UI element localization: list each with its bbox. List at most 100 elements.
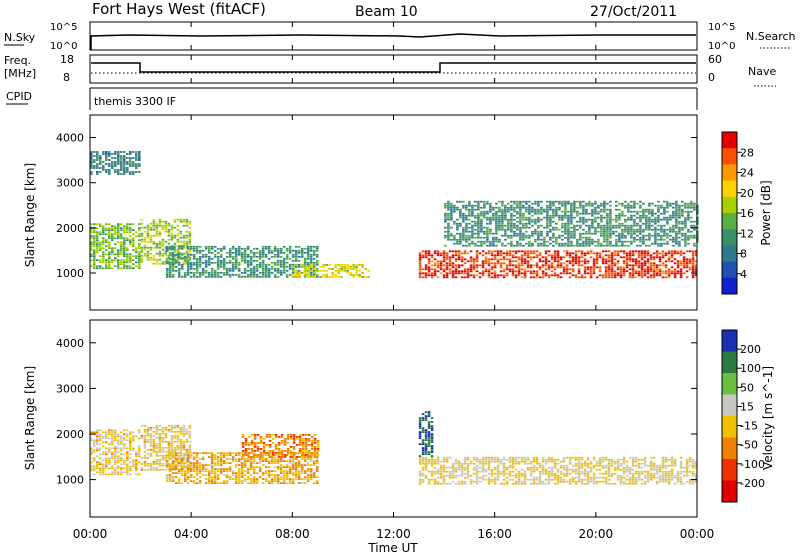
power-cell <box>252 253 256 256</box>
velocity-cell <box>241 434 245 436</box>
power-cell <box>155 222 159 225</box>
power-cell <box>322 264 325 266</box>
power-cell <box>589 272 593 275</box>
velocity-cell <box>285 474 289 476</box>
power-cell <box>541 256 545 259</box>
power-cell <box>564 226 567 229</box>
power-cell <box>466 274 470 277</box>
velocity-cell <box>105 433 108 436</box>
velocity-cell <box>182 430 186 433</box>
velocity-cell <box>117 447 120 450</box>
power-cell <box>511 268 515 271</box>
velocity-cell <box>268 456 272 458</box>
velocity-cell <box>240 476 244 478</box>
power-cell <box>216 261 220 264</box>
power-cell <box>170 236 174 239</box>
power-cell <box>606 222 609 225</box>
power-cell <box>225 273 229 276</box>
velocity-cell <box>472 468 476 471</box>
power-cell <box>690 204 693 207</box>
power-cell <box>466 260 470 263</box>
power-cell <box>636 238 639 241</box>
power-cell <box>105 259 108 262</box>
velocity-cell <box>90 467 93 470</box>
power-cell <box>504 214 507 217</box>
power-cell <box>622 260 626 263</box>
power-cell <box>465 216 468 219</box>
power-cell <box>231 267 235 270</box>
power-cell <box>204 275 208 278</box>
velocity-cell <box>168 464 172 466</box>
power-cell <box>292 270 295 272</box>
velocity-cell <box>292 442 296 444</box>
power-cell <box>126 237 129 240</box>
velocity-cell <box>424 474 428 477</box>
power-cell <box>678 244 681 247</box>
power-cell <box>450 218 453 221</box>
velocity-cell <box>146 452 150 455</box>
power-cell <box>564 242 567 245</box>
power-cell <box>480 240 483 243</box>
power-cell <box>537 210 540 213</box>
power-cell <box>306 249 310 252</box>
power-cell <box>661 276 665 279</box>
power-cell <box>319 266 322 268</box>
power-cell <box>540 242 543 245</box>
power-cell <box>685 276 689 279</box>
velocity-cell <box>252 468 256 470</box>
velocity-cell <box>430 462 434 465</box>
velocity-cell <box>448 472 452 475</box>
power-cell <box>631 276 635 279</box>
power-cell <box>120 253 123 256</box>
power-cell <box>538 266 542 269</box>
power-cell <box>678 216 681 219</box>
velocity-cell <box>289 454 293 456</box>
power-cell <box>346 268 349 270</box>
power-cell <box>481 270 485 273</box>
power-cell <box>549 222 552 225</box>
velocity-cell <box>173 424 177 427</box>
velocity-cell <box>475 464 479 467</box>
power-cell <box>264 269 268 272</box>
power-cell <box>439 268 443 271</box>
power-cell <box>534 202 537 205</box>
power-cell <box>237 269 241 272</box>
velocity-cell <box>240 452 244 454</box>
power-cell <box>654 220 657 223</box>
power-cell <box>474 224 477 227</box>
power-cell <box>657 242 660 245</box>
velocity-cell <box>105 451 108 454</box>
power-cell <box>316 274 319 276</box>
power-cell <box>592 260 596 263</box>
power-cell <box>531 224 534 227</box>
power-cell <box>352 274 355 276</box>
power-cell <box>649 268 653 271</box>
power-cell <box>288 245 292 248</box>
velocity-cell <box>288 470 292 472</box>
power-cell <box>188 222 192 225</box>
velocity-cell <box>265 436 269 438</box>
velocity-cell <box>158 446 162 449</box>
power-cell <box>445 268 449 271</box>
power-cell <box>511 270 515 273</box>
power-cell <box>621 228 624 231</box>
velocity-cell <box>161 456 165 459</box>
power-cell <box>672 238 675 241</box>
power-cell <box>93 241 96 244</box>
velocity-cell <box>270 458 274 460</box>
power-cell <box>684 222 687 225</box>
power-cell <box>624 240 627 243</box>
power-cell <box>694 264 698 267</box>
power-cell <box>682 252 686 255</box>
power-cell <box>573 208 576 211</box>
power-cell <box>534 220 537 223</box>
power-cell <box>535 274 539 277</box>
power-cell <box>304 270 307 272</box>
power-cell <box>504 208 507 211</box>
velocity-cell <box>247 456 251 458</box>
power-cell <box>628 274 632 277</box>
velocity-cell <box>158 434 162 437</box>
velocity-cell <box>152 450 156 453</box>
power-cell <box>123 261 126 264</box>
power-cell <box>552 210 555 213</box>
